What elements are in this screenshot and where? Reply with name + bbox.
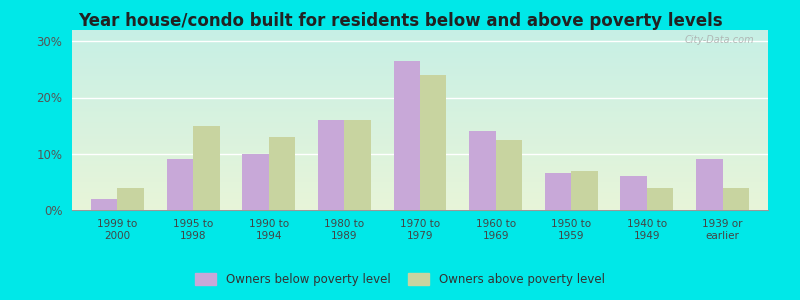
Bar: [496, 140, 522, 210]
Bar: [696, 159, 722, 210]
Bar: [91, 199, 118, 210]
Bar: [344, 120, 371, 210]
Bar: [621, 176, 647, 210]
Bar: [394, 61, 420, 210]
Text: Year house/condo built for residents below and above poverty levels: Year house/condo built for residents bel…: [78, 12, 722, 30]
Bar: [242, 154, 269, 210]
Text: City-Data.com: City-Data.com: [685, 35, 754, 45]
Bar: [647, 188, 674, 210]
Bar: [722, 188, 749, 210]
Bar: [166, 159, 193, 210]
Bar: [269, 137, 295, 210]
Bar: [118, 188, 144, 210]
Bar: [545, 173, 571, 210]
Bar: [469, 131, 496, 210]
Bar: [193, 126, 219, 210]
Bar: [571, 171, 598, 210]
Legend: Owners below poverty level, Owners above poverty level: Owners below poverty level, Owners above…: [190, 268, 610, 291]
Bar: [420, 75, 446, 210]
Bar: [318, 120, 344, 210]
